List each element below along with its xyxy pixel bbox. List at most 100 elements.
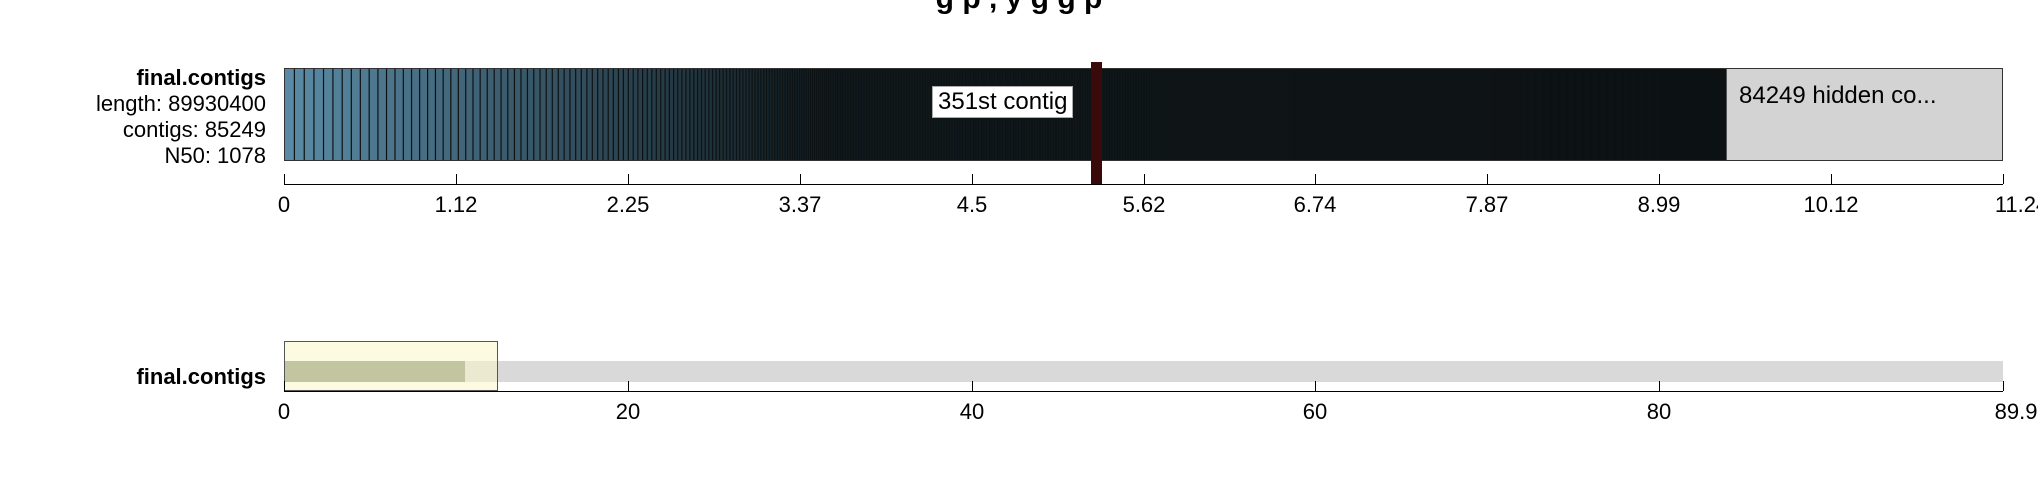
contig-block[interactable] xyxy=(1115,69,1116,160)
contig-block[interactable] xyxy=(1265,69,1266,160)
contig-block[interactable] xyxy=(304,69,314,160)
contig-block[interactable] xyxy=(709,69,712,160)
contig-block[interactable] xyxy=(1665,69,1666,160)
contig-block[interactable] xyxy=(628,69,633,160)
contig-block[interactable] xyxy=(1473,69,1474,160)
contig-block[interactable] xyxy=(1307,69,1308,160)
contig-block[interactable] xyxy=(1308,69,1310,160)
contig-block[interactable] xyxy=(1523,69,1524,160)
contig-block[interactable] xyxy=(1572,69,1574,160)
contig-block[interactable] xyxy=(1555,69,1556,160)
contig-block[interactable] xyxy=(1273,69,1274,160)
contig-block[interactable] xyxy=(473,69,480,160)
contig-block[interactable] xyxy=(1684,69,1686,160)
contig-block[interactable] xyxy=(546,69,552,160)
contig-block[interactable] xyxy=(1467,69,1468,160)
contig-block[interactable] xyxy=(1089,69,1090,160)
contig-block[interactable] xyxy=(342,69,351,160)
contig-block[interactable] xyxy=(378,69,386,160)
contig-block[interactable] xyxy=(806,69,808,160)
contig-block[interactable] xyxy=(1364,69,1366,160)
contig-block[interactable] xyxy=(737,69,740,160)
contig-block[interactable] xyxy=(1348,69,1350,160)
contig-block[interactable] xyxy=(1711,69,1713,160)
contig-block[interactable] xyxy=(1185,69,1186,160)
contig-block[interactable] xyxy=(1271,69,1273,160)
contig-block[interactable] xyxy=(777,69,780,160)
contig-block[interactable] xyxy=(868,69,870,160)
contig-block[interactable] xyxy=(1422,69,1423,160)
contig-block[interactable] xyxy=(1638,69,1639,160)
contig-block[interactable] xyxy=(1630,69,1631,160)
contig-block[interactable] xyxy=(494,69,501,160)
contig-block[interactable] xyxy=(785,69,787,160)
contig-block[interactable] xyxy=(534,69,540,160)
contig-block[interactable] xyxy=(1230,69,1231,160)
contig-block[interactable] xyxy=(1564,69,1566,160)
contig-block[interactable] xyxy=(1225,69,1226,160)
contig-block[interactable] xyxy=(1246,69,1247,160)
contig-block[interactable] xyxy=(767,69,769,160)
contig-block[interactable] xyxy=(1534,69,1535,160)
contig-block[interactable] xyxy=(1535,69,1537,160)
contig-block[interactable] xyxy=(1148,69,1150,160)
contig-block[interactable] xyxy=(1420,69,1422,160)
contig-block[interactable] xyxy=(817,69,819,160)
contig-block[interactable] xyxy=(836,69,837,160)
contig-block[interactable] xyxy=(873,69,874,160)
contig-block[interactable] xyxy=(1431,69,1433,160)
contig-block[interactable] xyxy=(570,69,576,160)
contig-block[interactable] xyxy=(879,69,881,160)
contig-block[interactable] xyxy=(1675,69,1676,160)
contig-block[interactable] xyxy=(656,69,661,160)
contig-block[interactable] xyxy=(1478,69,1479,160)
contig-block[interactable] xyxy=(1612,69,1614,160)
contig-block[interactable] xyxy=(395,69,403,160)
contig-block[interactable] xyxy=(1228,69,1230,160)
contig-block[interactable] xyxy=(1284,69,1286,160)
contig-block[interactable] xyxy=(837,69,839,160)
contig-block[interactable] xyxy=(1463,69,1465,160)
contig-block[interactable] xyxy=(1247,69,1249,160)
overview-track[interactable] xyxy=(284,361,2003,382)
contig-block[interactable] xyxy=(740,69,743,160)
contig-block[interactable] xyxy=(669,69,674,160)
contig-block[interactable] xyxy=(285,69,294,160)
contig-block[interactable] xyxy=(1324,69,1326,160)
contig-block[interactable] xyxy=(881,69,882,160)
contig-block[interactable] xyxy=(1710,69,1711,160)
contig-block[interactable] xyxy=(894,69,895,160)
contig-block[interactable] xyxy=(1299,69,1300,160)
contig-block[interactable] xyxy=(1500,69,1502,160)
contig-block[interactable] xyxy=(1547,69,1548,160)
contig-block[interactable] xyxy=(1559,69,1561,160)
contig-block[interactable] xyxy=(1575,69,1577,160)
contig-block[interactable] xyxy=(1347,69,1348,160)
contig-block[interactable] xyxy=(783,69,785,160)
contig-block[interactable] xyxy=(1449,69,1450,160)
contig-block[interactable] xyxy=(638,69,643,160)
contig-block[interactable] xyxy=(1078,69,1079,160)
contig-block[interactable] xyxy=(1174,69,1175,160)
contig-block[interactable] xyxy=(857,69,858,160)
contig-block[interactable] xyxy=(1537,69,1538,160)
contig-block[interactable] xyxy=(1603,69,1604,160)
contig-block[interactable] xyxy=(1439,69,1441,160)
contig-block[interactable] xyxy=(1708,69,1710,160)
contig-block[interactable] xyxy=(1183,69,1185,160)
contig-block[interactable] xyxy=(1249,69,1250,160)
contig-block[interactable] xyxy=(887,69,889,160)
contig-block[interactable] xyxy=(800,69,802,160)
contig-block[interactable] xyxy=(1292,69,1294,160)
contig-block[interactable] xyxy=(1425,69,1426,160)
contig-block[interactable] xyxy=(678,69,682,160)
contig-block[interactable] xyxy=(1203,69,1204,160)
contig-block[interactable] xyxy=(1334,69,1335,160)
contig-block[interactable] xyxy=(1279,69,1281,160)
contig-block[interactable] xyxy=(1697,69,1698,160)
contig-block[interactable] xyxy=(1166,69,1167,160)
contig-block[interactable] xyxy=(1315,69,1316,160)
contig-block[interactable] xyxy=(1366,69,1367,160)
contig-block[interactable] xyxy=(746,69,749,160)
contig-block[interactable] xyxy=(808,69,810,160)
